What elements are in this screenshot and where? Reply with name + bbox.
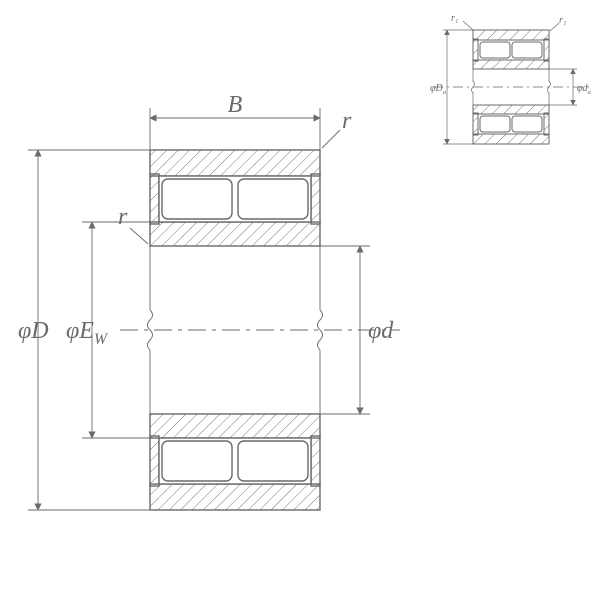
break-bot-l <box>148 330 153 350</box>
label-r-top: r <box>322 108 352 148</box>
outer-ring-top <box>150 150 320 176</box>
inset-outer-bot <box>473 134 549 144</box>
inner-ring-bot <box>150 414 320 438</box>
svg-text:r: r <box>342 108 352 134</box>
svg-text:r: r <box>118 204 128 230</box>
break-top-r <box>318 310 323 330</box>
inset-inner-top <box>473 60 549 69</box>
inset-label-phida: φda <box>577 83 591 96</box>
inset-label-phiDa: φDa <box>430 83 446 96</box>
main-cross-section: B r r φD φEW φ <box>18 92 400 510</box>
roller-top-left <box>162 179 232 219</box>
top-half <box>148 150 323 330</box>
inset-inner-bot <box>473 105 549 114</box>
label-r-left: r <box>118 204 148 244</box>
label-phiEw: φEW <box>66 318 109 348</box>
dimension-B: B <box>150 92 320 150</box>
inset-view: r₁ r₁ φDa φda <box>430 13 591 144</box>
break-top-l <box>148 310 153 330</box>
outer-lip-top-left <box>150 174 159 224</box>
roller-bot-right <box>238 441 308 481</box>
break-bot-r <box>318 330 323 350</box>
outer-lip-bot-left <box>150 436 159 486</box>
label-phid: φd <box>368 318 394 344</box>
outer-lip-bot-right <box>311 436 320 486</box>
inset-label-r1-tl: r₁ <box>451 13 458 24</box>
label-B: B <box>228 92 243 118</box>
outer-lip-top-right <box>311 174 320 224</box>
inset-outer-top <box>473 30 549 40</box>
roller-top-right <box>238 179 308 219</box>
outer-ring-bot <box>150 484 320 510</box>
inner-ring-top <box>150 222 320 246</box>
inset-label-r1-br: r₁ <box>559 15 566 26</box>
label-phiD: φD <box>18 318 49 344</box>
bottom-half <box>148 330 323 510</box>
roller-bot-left <box>162 441 232 481</box>
bearing-diagram: B r r φD φEW φ <box>0 0 600 600</box>
